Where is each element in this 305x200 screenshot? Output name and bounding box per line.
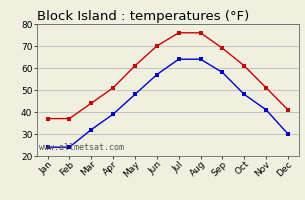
Text: Block Island : temperatures (°F): Block Island : temperatures (°F)	[37, 10, 249, 23]
Text: www.allmetsat.com: www.allmetsat.com	[39, 143, 124, 152]
